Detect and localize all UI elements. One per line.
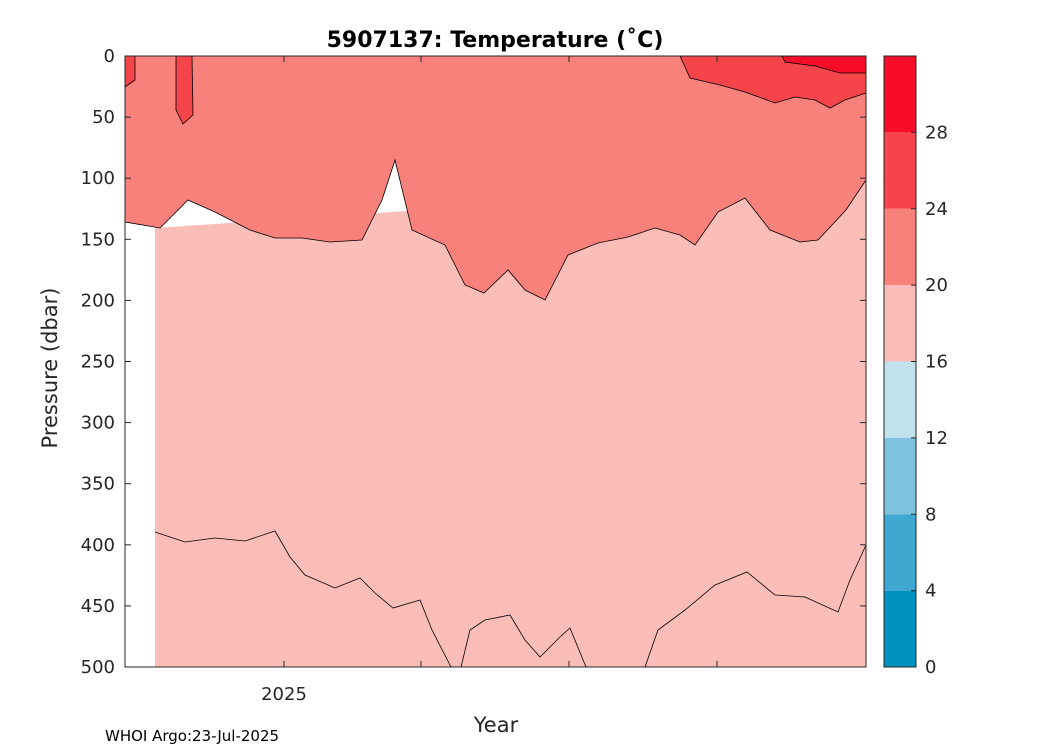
colorbar: 0 4 8 12 16 20 24 28 [883,55,948,678]
band-24-28-right [680,56,866,108]
y-tick-label: 350 [81,474,115,495]
y-tick-label: 100 [81,168,115,189]
colorbar-tick-label: 24 [925,199,948,220]
colorbar-tick-label: 20 [925,275,948,296]
colorbar-segment [884,361,916,438]
y-tick-label: 200 [81,290,115,311]
y-axis: 0 50 100 150 200 250 300 350 400 450 500 [81,46,866,678]
band-16-20 [155,180,866,667]
colorbar-tick-label: 28 [925,122,948,143]
contour-line-24 [679,55,867,109]
colorbar-segment [884,208,916,286]
x-axis-label: Year [473,713,519,737]
colorbar-tick-label: 8 [925,504,936,525]
y-tick-label: 250 [81,352,115,373]
y-tick-label: 0 [104,46,115,67]
contour-line-28 [781,55,866,74]
colorbar-segment [884,437,916,515]
band-28-32 [782,56,866,73]
y-tick-label: 50 [92,107,115,128]
colorbar-tick-label: 0 [925,657,936,678]
colorbar-segment [884,285,916,362]
contour-line-24 [175,55,194,125]
band-24-28-left [125,56,135,87]
contour-line-24 [124,56,136,88]
credit-text: WHOI Argo:23-Jul-2025 [105,727,279,745]
colorbar-segment [884,590,916,667]
contour-line-16 [154,530,452,668]
colorbar-tick-label: 12 [925,428,948,449]
colorbar-tick-label: 4 [925,581,936,602]
y-tick-label: 450 [81,596,115,617]
colorbar-segment [884,514,916,591]
colorbar-segment [884,132,916,209]
colorbar-tick-label: 16 [925,352,948,373]
y-tick-label: 500 [81,657,115,678]
y-tick-label: 400 [81,535,115,556]
plot-frame [124,55,867,668]
plot-area [124,55,867,668]
colorbar-segment [884,56,916,133]
y-tick-label: 300 [81,413,115,434]
x-tick-label: 2025 [261,684,307,705]
contour-line-16 [460,614,587,668]
contour-line-16 [644,544,867,668]
contour-line-20 [124,158,867,301]
y-tick-label: 150 [81,229,115,250]
y-axis-label: Pressure (dbar) [38,288,62,449]
chart-title: 5907137: Temperature (˚C) [327,28,664,53]
band-24-28-inset [176,56,193,124]
